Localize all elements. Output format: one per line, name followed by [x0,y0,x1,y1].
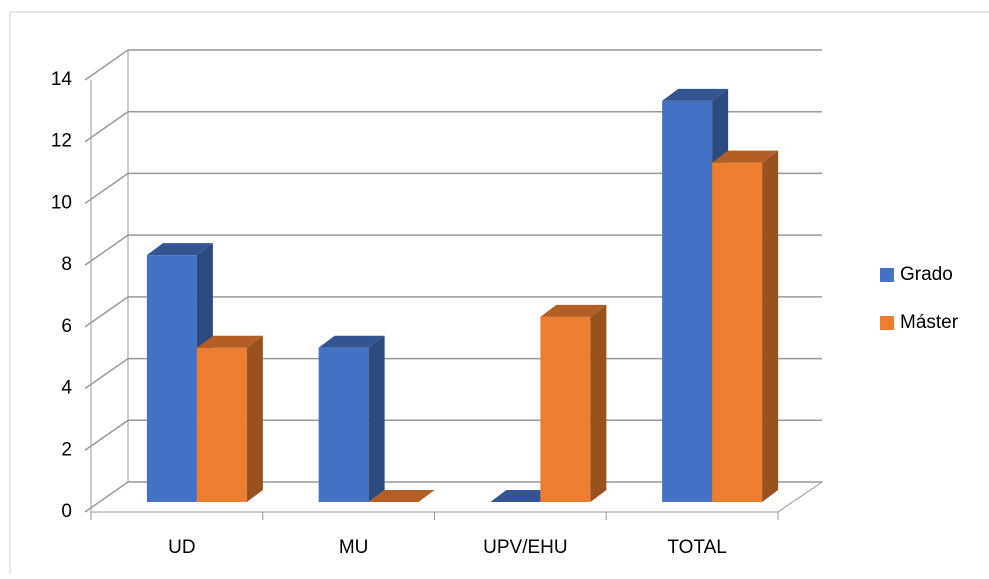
bar-top [540,304,607,317]
x-tick-label: TOTAL [667,537,726,558]
bar-top [146,243,213,256]
grid-line [84,49,822,81]
bar-top [368,490,435,502]
legend-swatch [880,316,894,330]
y-tick-label: 12 [51,131,72,152]
legend-swatch [880,268,894,282]
bar-top [662,88,729,101]
bar [662,100,713,502]
bar [318,347,369,502]
grid-line [84,234,822,266]
bar-top [490,490,557,502]
chart-border [9,11,989,579]
bar [146,255,197,502]
bar-side [368,335,385,502]
x-tick-label: UD [168,537,195,558]
x-tick-label: UPV/EHU [483,537,567,558]
bar [540,316,591,502]
bar-side [246,335,263,502]
y-tick-label: 14 [51,69,73,90]
legend-label: Grado [900,264,953,285]
grid-line [84,172,822,205]
bar-top [712,150,779,163]
y-tick-label: 6 [61,316,72,337]
y-tick-label: 4 [61,378,72,399]
bar-side [762,150,779,503]
y-tick-label: 0 [61,501,72,522]
bar [712,162,763,503]
bar-top [318,335,385,348]
legend-label: Máster [900,312,959,333]
x-tick-label: MU [339,537,369,558]
grid-line [84,110,822,143]
bar-top [196,335,263,348]
y-tick-label: 10 [51,192,72,213]
grid-line [84,296,822,328]
bar [196,347,247,502]
bar-side [590,304,607,502]
y-tick-label: 2 [61,439,72,460]
y-tick-label: 8 [61,254,72,275]
